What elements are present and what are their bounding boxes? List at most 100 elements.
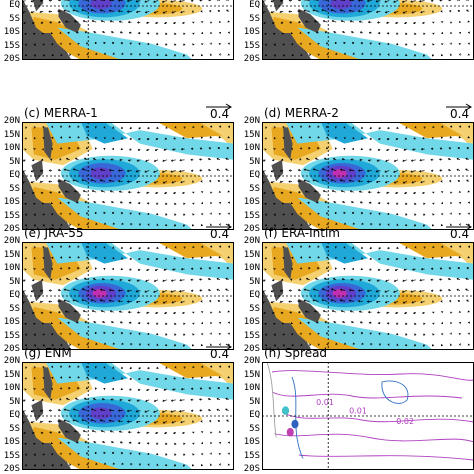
- wind-vector: [153, 410, 159, 413]
- wind-vector: [154, 399, 159, 402]
- land: [271, 159, 284, 182]
- wind-vector: [314, 190, 319, 193]
- reference-arrow: [206, 343, 232, 351]
- wind-vector: [110, 430, 114, 433]
- wind-vector: [136, 290, 141, 292]
- wind-vector: [100, 299, 106, 302]
- wind-vector: [376, 170, 381, 172]
- map-plot-f: [262, 242, 474, 350]
- wind-vector: [179, 279, 185, 281]
- wind-vector: [384, 0, 390, 3]
- wind-vector: [332, 310, 337, 313]
- wind-vector: [171, 159, 176, 162]
- wind-vector: [180, 11, 185, 13]
- wind-vector: [171, 279, 176, 282]
- map-plot-g: [22, 362, 234, 470]
- latitude-label: 20N: [243, 116, 260, 126]
- wind-vector: [411, 301, 416, 304]
- wind-vector: [303, 180, 310, 182]
- wind-vector: [92, 20, 97, 23]
- latitude-label: 10S: [243, 437, 260, 447]
- latitude-label: 15S: [3, 40, 20, 51]
- wind-vector: [170, 170, 176, 173]
- spread-maximum: [282, 406, 290, 415]
- wind-vector: [154, 181, 159, 184]
- wind-vector: [179, 0, 185, 2]
- positive-anomaly: [157, 242, 223, 259]
- map-plot-a: [22, 0, 234, 60]
- land: [58, 178, 81, 203]
- panel-title: (g) ENM: [24, 346, 72, 360]
- latitude-label: 10S: [3, 27, 20, 37]
- wind-vector: [402, 0, 407, 3]
- wind-vector: [82, 408, 88, 411]
- wind-vector: [136, 170, 141, 172]
- wind-vector: [163, 421, 168, 424]
- contour-label: 0.02: [396, 417, 414, 426]
- wind-vector: [153, 170, 159, 173]
- wind-vector: [65, 311, 70, 313]
- panel-title: (d) MERRA-2: [264, 106, 339, 120]
- wind-vector: [91, 299, 97, 302]
- wind-vector: [349, 10, 354, 12]
- negative-anomaly: [330, 0, 352, 10]
- plot-frame: [22, 0, 234, 60]
- wind-vector: [171, 181, 176, 184]
- wind-vector: [341, 310, 346, 313]
- latitude-label: 10N: [3, 263, 20, 273]
- wind-vector: [332, 0, 337, 1]
- reference-arrow: [206, 103, 232, 111]
- latitude-label: 20S: [243, 464, 260, 474]
- wind-vector: [394, 181, 399, 184]
- latitude-label: 15S: [243, 210, 260, 221]
- negative-anomaly: [90, 0, 112, 10]
- wind-vector: [394, 301, 399, 304]
- latitude-label: 20N: [3, 356, 20, 366]
- latitude-label: 10S: [3, 437, 20, 447]
- wind-vector: [145, 279, 150, 282]
- wind-vector: [110, 310, 114, 313]
- latitude-label: EQ: [9, 170, 20, 180]
- wind-vector: [109, 300, 114, 302]
- wind-vector: [313, 288, 319, 291]
- land: [271, 279, 284, 302]
- wind-vector: [162, 290, 167, 293]
- wind-vector: [393, 290, 399, 293]
- wind-vector: [376, 181, 381, 183]
- wind-vector: [144, 0, 150, 3]
- wind-vector: [322, 288, 328, 291]
- reference-arrow: [446, 223, 472, 231]
- latitude-label: EQ: [9, 410, 20, 420]
- wind-vector: [179, 170, 185, 172]
- negative-anomaly: [332, 168, 347, 178]
- spread-contour: [281, 411, 474, 423]
- wind-vector: [154, 11, 159, 14]
- land: [43, 247, 53, 280]
- wind-vector: [136, 181, 141, 183]
- wind-vector: [72, 419, 79, 422]
- panel-title: (e) JRA-55: [24, 226, 84, 240]
- spread-contour: [291, 376, 308, 468]
- wind-vector: [74, 430, 79, 433]
- wind-vector: [420, 301, 425, 303]
- latitude-label: 10N: [243, 383, 260, 393]
- map-svg: [22, 0, 234, 60]
- land: [58, 298, 81, 323]
- reference-arrow: [446, 103, 472, 111]
- wind-vector: [91, 288, 97, 291]
- latitude-label: 10S: [243, 197, 260, 207]
- wind-vector: [82, 168, 88, 171]
- wind-vector: [110, 20, 114, 23]
- wind-vector: [171, 301, 176, 304]
- wind-vector: [349, 289, 354, 291]
- wind-vector: [170, 410, 176, 413]
- wind-vector: [304, 169, 310, 171]
- latitude-label: 15N: [3, 129, 20, 140]
- wind-vector: [83, 430, 88, 433]
- wind-vector: [403, 181, 408, 184]
- wind-vector: [162, 279, 167, 282]
- wind-vector: [312, 179, 319, 182]
- wind-vector: [92, 310, 97, 313]
- latitude-label: 5S: [9, 183, 20, 194]
- wind-vector: [402, 290, 407, 293]
